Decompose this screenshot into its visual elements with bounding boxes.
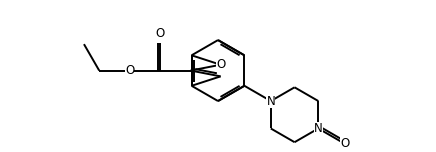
- Text: O: O: [216, 58, 225, 71]
- Text: N: N: [266, 95, 275, 108]
- Text: N: N: [266, 95, 275, 108]
- Text: O: O: [340, 137, 349, 150]
- Text: N: N: [314, 122, 323, 135]
- Text: O: O: [156, 27, 165, 40]
- Text: O: O: [125, 64, 134, 77]
